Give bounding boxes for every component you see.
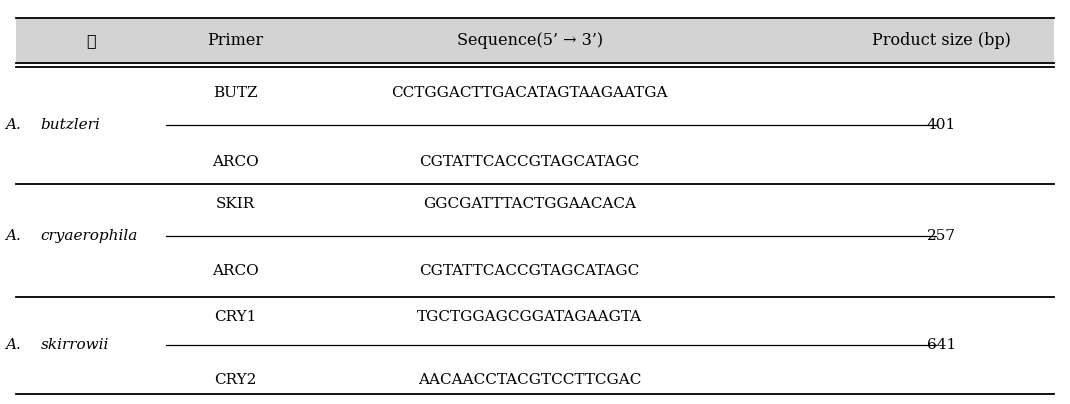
Text: cryaerophila: cryaerophila [41, 229, 138, 243]
Text: CCTGGACTTGACATAGTAAGAATGA: CCTGGACTTGACATAGTAAGAATGA [392, 86, 668, 100]
Text: 641: 641 [927, 339, 957, 352]
FancyBboxPatch shape [16, 18, 1054, 63]
Text: 401: 401 [927, 118, 957, 132]
Text: skirrowii: skirrowii [41, 339, 109, 352]
Text: ARCO: ARCO [212, 264, 259, 278]
Text: SKIR: SKIR [216, 197, 255, 211]
Text: BUTZ: BUTZ [213, 86, 258, 100]
Text: CGTATTCACCGTAGCATAGC: CGTATTCACCGTAGCATAGC [419, 155, 640, 168]
Text: butzleri: butzleri [41, 118, 101, 132]
Text: TGCTGGAGCGGATAGAAGTA: TGCTGGAGCGGATAGAAGTA [417, 310, 642, 324]
Text: CGTATTCACCGTAGCATAGC: CGTATTCACCGTAGCATAGC [419, 264, 640, 278]
Text: A.: A. [5, 229, 26, 243]
Text: CRY2: CRY2 [214, 373, 257, 387]
Text: CRY1: CRY1 [214, 310, 257, 324]
Text: GGCGATTTACTGGAACACA: GGCGATTTACTGGAACACA [423, 197, 637, 211]
Text: AACAACCTACGTCCTTCGAC: AACAACCTACGTCCTTCGAC [418, 373, 641, 387]
Text: Product size (bp): Product size (bp) [872, 32, 1011, 49]
Text: Primer: Primer [208, 32, 263, 49]
Text: A.: A. [5, 339, 26, 352]
Text: 257: 257 [927, 229, 957, 243]
Text: 種: 種 [87, 32, 95, 49]
Text: ARCO: ARCO [212, 155, 259, 168]
Text: A.: A. [5, 118, 26, 132]
Text: Sequence(5’ → 3’): Sequence(5’ → 3’) [457, 32, 602, 49]
